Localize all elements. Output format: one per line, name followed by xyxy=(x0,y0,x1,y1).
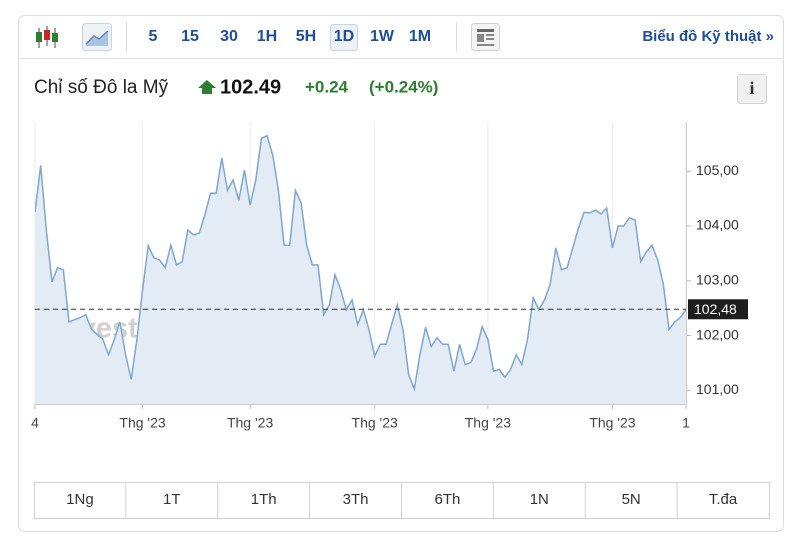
current-price-label: 102,48 xyxy=(694,301,737,317)
up-arrow xyxy=(198,80,216,94)
interval-button[interactable]: 30 xyxy=(220,28,238,45)
y-tick-label: 101,00 xyxy=(696,381,739,397)
interval-button[interactable]: 5H xyxy=(296,28,316,45)
instrument-name: Chỉ số Đô la Mỹ xyxy=(34,77,169,98)
price-line xyxy=(35,134,686,393)
interval-button[interactable]: 1H xyxy=(257,28,277,45)
range-button[interactable]: 1Th xyxy=(251,491,277,508)
interval-button[interactable]: 1W xyxy=(370,28,395,45)
x-tick-label: 4 xyxy=(31,415,39,431)
range-button[interactable]: 6Th xyxy=(435,491,461,508)
price: 102.49 xyxy=(220,76,281,98)
area-icon[interactable] xyxy=(82,23,112,51)
area-fill xyxy=(35,135,686,404)
x-tick-label: Thg '23 xyxy=(119,415,165,431)
active-interval-box xyxy=(330,24,358,51)
range-button[interactable]: 1Ng xyxy=(66,491,94,508)
x-tick-label: 1 xyxy=(682,415,690,431)
x-tick-label: Thg '23 xyxy=(352,415,398,431)
range-button[interactable]: 3Th xyxy=(343,491,369,508)
change: +0.24 xyxy=(305,77,349,96)
info-button[interactable] xyxy=(737,74,767,104)
y-tick-label: 103,00 xyxy=(696,271,739,287)
info-icon[interactable]: i xyxy=(749,78,754,98)
y-tick-label: 102,00 xyxy=(696,326,739,342)
current-price-box xyxy=(688,299,748,320)
change-percent: (+0.24%) xyxy=(369,77,438,96)
x-tick-label: Thg '23 xyxy=(227,415,273,431)
x-tick-label: Thg '23 xyxy=(465,415,511,431)
range-button[interactable]: 1N xyxy=(530,491,549,508)
plot: 4 Thg '23 Thg '23 Thg '23 Thg '23 Thg '23 1 101… xyxy=(31,122,748,431)
news-icon[interactable] xyxy=(471,23,500,51)
x-tick-label: Thg '23 xyxy=(589,415,635,431)
y-tick-label: 105,00 xyxy=(696,162,739,178)
range-button[interactable]: 1T xyxy=(163,491,181,508)
interval-button[interactable]: 1M xyxy=(409,28,431,45)
range-button[interactable]: T.đa xyxy=(709,491,738,508)
technical-chart-link[interactable]: Biểu đồ Kỹ thuật » xyxy=(642,28,774,45)
range-button[interactable]: 5N xyxy=(622,491,641,508)
interval-button[interactable]: 5 xyxy=(149,28,158,45)
interval-button[interactable]: 15 xyxy=(181,28,199,45)
candlestick-icon[interactable] xyxy=(36,26,58,48)
interval-button[interactable]: 1D xyxy=(334,28,354,45)
y-tick-label: 104,00 xyxy=(696,217,739,233)
